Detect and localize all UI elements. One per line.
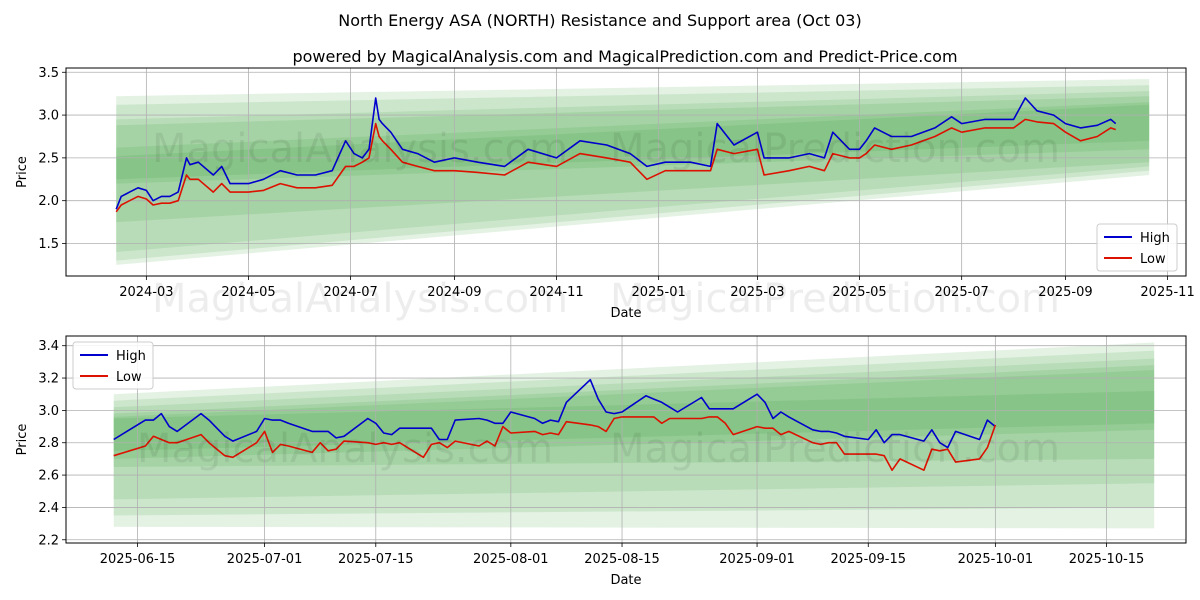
x-tick-label: 2025-09-15	[830, 552, 906, 567]
y-axis-label: Price	[15, 156, 30, 188]
plot-area-frame	[65, 335, 1187, 544]
bottom-chart-panel: 2025-06-15 2025-07-01 2025-07-15 2025-08-01…	[15, 335, 1187, 588]
support-resistance-band	[113, 350, 1155, 516]
x-tick-label: 2025-09	[1038, 285, 1092, 300]
chart-subtitle: powered by MagicalAnalysis.com and Magic…	[292, 47, 957, 66]
support-resistance-band	[113, 358, 1155, 500]
x-axis-label: Date	[610, 573, 641, 588]
legend-low-label: Low	[1140, 252, 1166, 267]
x-tick-label: 2024-07	[323, 285, 377, 300]
low-price-line	[113, 416, 997, 472]
x-tick-label: 2024-11	[529, 285, 583, 300]
watermark-middle-1: MagicalAnalysis.com	[152, 276, 568, 322]
x-tick-label: 2025-10-15	[1069, 552, 1145, 567]
support-resistance-band	[116, 79, 1150, 265]
x-tick-label: 2024-03	[119, 285, 173, 300]
support-resistance-band	[113, 365, 1155, 467]
x-tick-label: 2025-03	[730, 285, 784, 300]
watermark-top-1: MagicalAnalysis.com	[152, 126, 568, 172]
y-tick-label: 3.4	[38, 339, 59, 354]
low-price-line	[115, 118, 1116, 213]
y-tick-label: 3.0	[38, 404, 59, 419]
x-tick-label: 2024-09	[427, 285, 481, 300]
y-tick-label: 3.5	[38, 66, 59, 81]
x-tick-label: 2025-05	[832, 285, 886, 300]
x-tick-label: 2024-05	[221, 285, 275, 300]
legend-high-label: High	[116, 349, 146, 364]
support-resistance-band	[113, 391, 1155, 451]
support-resistance-band	[116, 104, 1150, 180]
support-resistance-band	[116, 102, 1150, 184]
chart-title: North Energy ASA (NORTH) Resistance and …	[338, 11, 861, 30]
y-tick-label: 2.4	[38, 501, 59, 516]
support-resistance-band	[113, 342, 1155, 529]
y-tick-label: 2.0	[38, 194, 59, 209]
y-axis-label: Price	[15, 424, 30, 456]
y-tick-label: 3.0	[38, 109, 59, 124]
top-chart-panel: 2024-03 2024-05 2024-07 2024-09 2024-11 2025-…	[15, 66, 1195, 321]
x-tick-label: 2025-07-01	[227, 552, 303, 567]
high-price-line	[113, 378, 996, 449]
support-resistance-band	[113, 370, 1155, 459]
y-tick-label: 2.5	[38, 151, 59, 166]
legend-high-label: High	[1140, 231, 1170, 246]
y-tick-label: 2.8	[38, 436, 59, 451]
x-tick-label: 2025-11	[1140, 285, 1194, 300]
watermark-middle-2: MagicalPrediction.com	[610, 276, 1060, 322]
x-tick-label: 2025-06-15	[100, 552, 176, 567]
x-tick-label: 2025-10-01	[958, 552, 1034, 567]
plot-area-frame	[65, 67, 1187, 277]
x-tick-label: 2025-09-01	[719, 552, 795, 567]
y-tick-label: 3.2	[38, 372, 59, 387]
legend-low-label: Low	[116, 370, 142, 385]
y-tick-label: 2.6	[38, 469, 59, 484]
legend-box	[1096, 223, 1178, 272]
watermark-bottom-1: MagicalAnalysis.com	[137, 426, 553, 472]
high-price-line	[115, 97, 1117, 210]
x-tick-label: 2025-08-15	[584, 552, 660, 567]
y-tick-label: 2.2	[38, 533, 59, 548]
x-tick-label: 2025-07	[935, 285, 989, 300]
watermark-bottom-2: MagicalPrediction.com	[610, 426, 1060, 472]
watermark-top-2: MagicalPrediction.com	[610, 126, 1060, 172]
x-axis-label: Date	[610, 306, 641, 321]
legend-box	[72, 341, 154, 390]
x-tick-label: 2025-07-15	[338, 552, 414, 567]
x-tick-label: 2025-08-01	[473, 552, 549, 567]
x-tick-label: 2025-01	[631, 285, 685, 300]
y-tick-label: 1.5	[38, 237, 59, 252]
